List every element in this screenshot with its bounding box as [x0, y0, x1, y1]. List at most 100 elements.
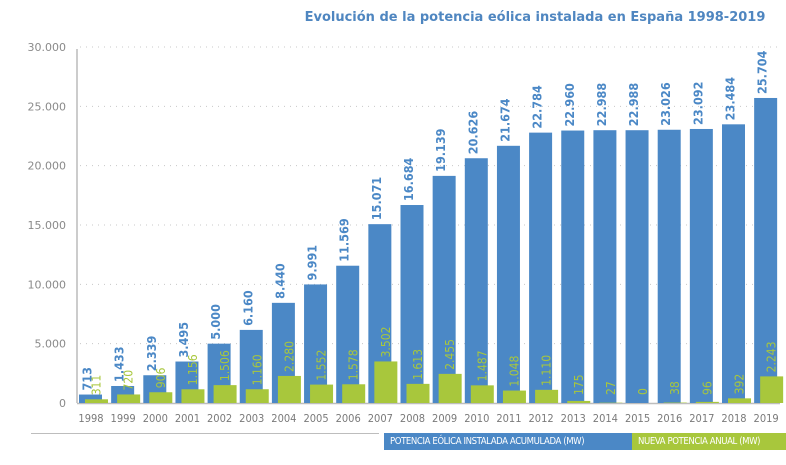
x-tick-label: 1999	[111, 412, 136, 425]
data-label-cumulative: 713	[80, 367, 95, 390]
bar-annual	[567, 400, 591, 403]
bar-cumulative	[239, 329, 263, 403]
bar-annual	[117, 394, 141, 403]
data-label-annual: 720	[122, 370, 136, 391]
y-tick-label: 30.000	[28, 41, 67, 54]
x-tick-label: 2004	[271, 412, 296, 425]
data-label-annual: 1.578	[347, 349, 361, 380]
x-tick-label: 2013	[561, 412, 586, 425]
bar-annual	[181, 389, 205, 403]
data-label-annual: 1.110	[540, 355, 554, 386]
x-tick-label: 1998	[78, 412, 103, 425]
bar-cumulative	[754, 97, 778, 404]
bar-annual	[502, 390, 526, 403]
data-label-cumulative: 3.495	[176, 322, 191, 358]
data-label-annual: 1.506	[218, 350, 232, 381]
x-tick-label: 2003	[239, 412, 264, 425]
legend-annual-new-power: NUEVA POTENCIA ANUAL (MW)	[632, 433, 786, 450]
data-label-cumulative: 19.139	[433, 128, 448, 172]
x-tick-label: 2016	[657, 412, 682, 425]
data-label-cumulative: 15.071	[369, 177, 384, 221]
bar-cumulative	[625, 130, 649, 404]
data-label-annual: 0	[636, 388, 650, 395]
axes: 0 5.000 10.000 15.000 20.000 25.000 30.000 1998…	[28, 41, 780, 425]
x-tick-label: 2018	[721, 412, 746, 425]
x-tick-label: 2015	[625, 412, 650, 425]
data-label-annual: 1.552	[315, 350, 329, 381]
x-tick-label: 2019	[754, 412, 779, 425]
y-tick-label: 25.000	[28, 100, 67, 113]
bar-annual	[277, 375, 301, 403]
data-label-annual: 1.160	[250, 354, 264, 385]
data-label-annual: 2.280	[282, 341, 296, 372]
y-tick-label: 0	[59, 397, 66, 410]
y-tick-label: 15.000	[28, 219, 67, 232]
data-label-annual: 27	[604, 381, 618, 395]
x-tick-label: 2011	[496, 412, 521, 425]
data-label-annual: 3.502	[379, 327, 393, 358]
bars	[79, 97, 784, 404]
bar-annual	[85, 399, 108, 403]
bar-annual	[213, 385, 237, 403]
x-tick-label: 2008	[400, 412, 425, 425]
data-label-cumulative: 22.988	[594, 83, 609, 127]
bar-cumulative	[432, 175, 456, 403]
data-label-cumulative: 6.160	[240, 290, 255, 326]
data-label-cumulative: 22.784	[530, 85, 545, 129]
bar-cumulative	[368, 224, 392, 403]
y-tick-label: 20.000	[28, 160, 67, 173]
data-label-annual: 906	[154, 368, 168, 389]
bar-annual	[149, 392, 173, 403]
data-label-cumulative: 9.991	[305, 245, 320, 281]
data-label-cumulative: 20.626	[465, 111, 480, 155]
data-label-annual: 96	[700, 381, 714, 395]
y-tick-label: 10.000	[28, 278, 67, 291]
bar-annual	[470, 385, 494, 403]
data-label-cumulative: 5.000	[208, 304, 223, 340]
bar-annual	[406, 383, 430, 403]
y-tick-label: 5.000	[35, 338, 67, 351]
data-label-cumulative: 22.960	[562, 83, 577, 127]
data-label-cumulative: 23.092	[690, 82, 705, 125]
bar-annual	[535, 389, 559, 403]
data-label-cumulative: 8.440	[272, 263, 287, 299]
data-label-annual: 311	[90, 375, 104, 396]
data-label-annual: 2.455	[443, 339, 457, 370]
bottom-divider	[31, 433, 379, 434]
bar-cumulative	[496, 145, 520, 403]
bar-cumulative	[464, 158, 488, 403]
data-label-annual: 2.243	[765, 341, 779, 372]
x-tick-label: 2009	[432, 412, 457, 425]
data-label-cumulative: 1.433	[112, 346, 127, 382]
data-label-annual: 1.156	[186, 354, 200, 385]
data-label-annual: 175	[572, 374, 586, 395]
bar-annual	[245, 389, 269, 403]
data-label-cumulative: 23.026	[658, 82, 673, 126]
bar-annual	[728, 398, 751, 403]
bar-annual	[310, 384, 334, 403]
chart-title: Evolución de la potencia eólica instalad…	[304, 10, 766, 25]
data-label-cumulative: 16.684	[401, 157, 416, 201]
x-tick-label: 2000	[143, 412, 168, 425]
bar-annual	[760, 376, 784, 403]
x-tick-label: 2014	[593, 412, 618, 425]
bar-annual	[374, 361, 398, 403]
bar-cumulative	[593, 130, 617, 404]
data-label-annual: 38	[668, 381, 682, 395]
bar-cumulative	[689, 128, 713, 404]
data-label-cumulative: 11.569	[337, 218, 352, 262]
bar-cumulative	[79, 394, 102, 403]
data-label-annual: 392	[733, 374, 747, 395]
bar-annual	[438, 373, 462, 403]
data-label-cumulative: 23.484	[723, 77, 738, 121]
x-tick-label: 2001	[175, 412, 200, 425]
data-label-cumulative: 21.674	[497, 98, 512, 142]
data-label-annual: 1.487	[475, 350, 489, 381]
data-label-annual: 1.613	[411, 349, 425, 380]
data-label-cumulative: 22.988	[626, 83, 641, 127]
data-label-cumulative: 2.339	[144, 335, 159, 371]
bar-cumulative	[529, 132, 553, 403]
bar-cumulative	[304, 284, 328, 403]
